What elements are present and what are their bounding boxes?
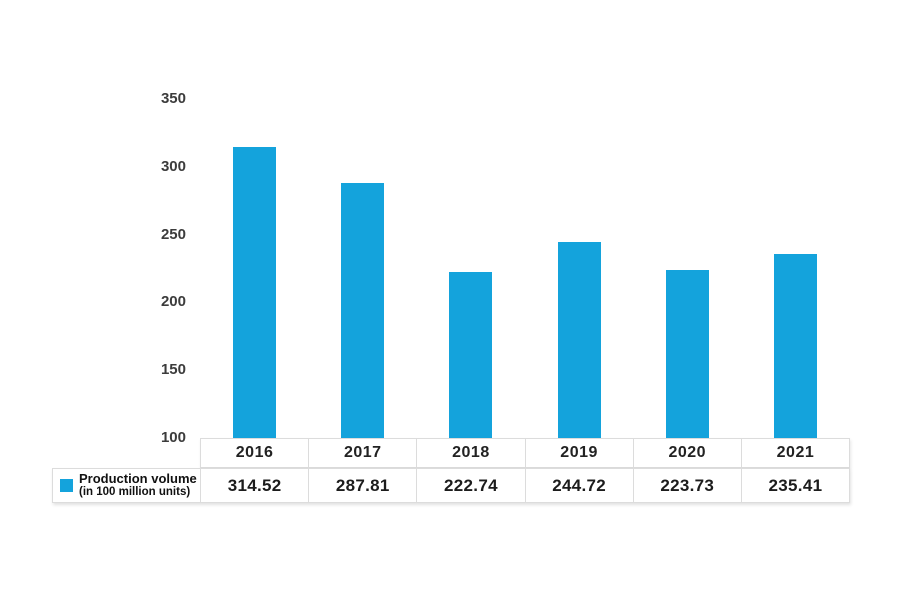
bar-2019: [557, 241, 601, 438]
value-cell-2016: 314.52: [201, 469, 310, 502]
legend-label-line2: (in 100 million units): [79, 486, 191, 499]
y-axis-tick-300: 300: [160, 157, 186, 175]
bar-2020: [666, 270, 709, 438]
y-axis-tick-150: 150: [160, 361, 186, 379]
bar-2021: [774, 254, 818, 438]
year-header-2016: 2016: [201, 439, 310, 467]
y-axis-tick-100: 100: [160, 429, 186, 446]
legend-label: Production volume (in 100 million units): [79, 470, 197, 499]
y-axis-tick-250: 250: [160, 225, 186, 243]
value-cell-2020: 223.73: [634, 469, 742, 502]
value-cell-2018: 222.74: [417, 469, 526, 502]
value-cell-2017: 287.81: [309, 469, 418, 502]
year-header-2021: 2021: [776, 444, 815, 461]
year-header-2020: 2020: [634, 439, 742, 467]
year-header-2019: 2019: [526, 439, 634, 467]
year-header-2017: 2017: [309, 439, 418, 467]
value-cell-2019: 244.72: [526, 469, 634, 502]
year-header-2018: 2018: [417, 439, 526, 467]
legend-cell: Production volume (in 100 million units): [53, 469, 201, 502]
y-axis-tick-200: 200: [160, 293, 186, 311]
bar-2018: [449, 271, 493, 438]
bar-2016: [232, 147, 276, 438]
year-header-row: 2016 2017 2018 2019 2020 2021: [200, 438, 850, 468]
y-axis-tick-350: 350: [160, 90, 186, 107]
y-axis: 100 150 200 250 300 350: [128, 0, 186, 600]
legend-label-line1: Production volume: [79, 470, 197, 486]
legend-color-swatch-icon: [60, 479, 73, 492]
bar-2017: [341, 183, 384, 438]
value-row: Production volume (in 100 million units)…: [52, 468, 850, 503]
value-cell-2021: 235.41: [768, 476, 823, 495]
